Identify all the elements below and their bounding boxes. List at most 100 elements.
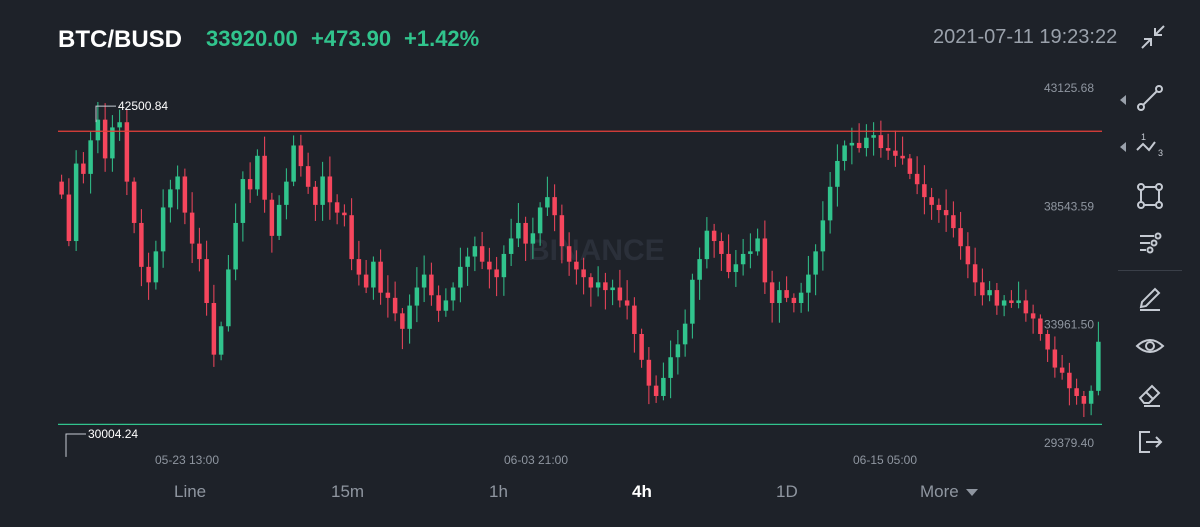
candlestick-chart[interactable]: BINANCE 42500.84 30004.24 43125.68 38543.59 3… [58, 78, 1102, 468]
candle-body [291, 145, 296, 182]
candle-body [552, 197, 557, 216]
candle-body [342, 212, 347, 216]
candle-body [269, 199, 275, 236]
candle-body [980, 282, 985, 296]
candle-body [414, 287, 420, 306]
rectangle-tool-icon [1137, 183, 1163, 209]
exit-fullscreen-button[interactable] [1138, 22, 1168, 52]
candle-body [711, 230, 717, 242]
candle-body [226, 269, 231, 327]
toolbar-divider [1118, 270, 1182, 271]
collapse-icon [1141, 25, 1165, 49]
candle-body [110, 127, 115, 159]
candle-body [95, 119, 101, 141]
fib-wave-tool[interactable]: 1 3 [1134, 130, 1166, 162]
candle-body [421, 274, 427, 288]
eraser-tool[interactable] [1134, 378, 1166, 410]
candle-body [334, 202, 340, 213]
candle-body [1001, 300, 1007, 306]
trend-line-tool[interactable] [1134, 82, 1166, 114]
interval-15m[interactable]: 15m [331, 482, 365, 501]
svg-text:3: 3 [1158, 148, 1163, 158]
fib-wave-caret-icon[interactable] [1120, 142, 1126, 152]
y-tick-label: 29379.40 [1044, 436, 1094, 450]
candle-body [1081, 395, 1087, 404]
svg-text:1: 1 [1141, 132, 1146, 142]
candle-body [929, 197, 934, 205]
y-tick-label: 33961.50 [1044, 318, 1094, 332]
trend-line-caret-icon[interactable] [1120, 95, 1126, 105]
candle-body [675, 344, 681, 358]
candle-body [1096, 341, 1101, 391]
candle-body [559, 215, 565, 247]
candle-body [864, 137, 869, 149]
candle-body [943, 210, 949, 216]
candle-body [313, 186, 318, 205]
candle-body [871, 135, 876, 138]
candle-body [182, 176, 188, 213]
candle-body [160, 207, 166, 252]
candle-body [255, 155, 260, 190]
timestamp: 2021-07-11 19:23:22 [933, 26, 1118, 48]
interval-1h[interactable]: 1h [489, 482, 508, 501]
candle-body [1074, 388, 1079, 396]
candle-body [603, 282, 608, 291]
low-marker-line [65, 433, 86, 457]
candle-body [827, 186, 833, 221]
candle-body [1016, 300, 1021, 304]
candle-body [769, 282, 775, 304]
eye-tool-icon [1135, 339, 1165, 353]
candle-body [530, 233, 536, 244]
eraser-tool-icon [1138, 384, 1161, 407]
candle-body [378, 261, 383, 293]
candle-body [907, 158, 913, 174]
candle-body [153, 251, 159, 283]
candle-body [88, 140, 93, 174]
pencil-tool[interactable] [1134, 282, 1166, 314]
candle-body [632, 305, 637, 335]
exit-tool[interactable] [1134, 426, 1166, 458]
candle-body [494, 269, 499, 278]
candle-body [748, 251, 753, 254]
candle-body [197, 243, 202, 260]
candle-body [1045, 334, 1050, 350]
candle-body [610, 287, 615, 291]
candle-body [936, 204, 942, 211]
candle-body [523, 222, 528, 244]
candle-body [1088, 390, 1094, 404]
candle-body [740, 253, 746, 265]
last-price: 33920.00 [206, 26, 298, 51]
eye-tool[interactable] [1134, 330, 1166, 362]
candle-body [81, 163, 86, 174]
candle-body [276, 204, 282, 236]
rectangle-tool[interactable] [1134, 180, 1166, 212]
candle-body [849, 142, 855, 146]
candle-body [501, 253, 507, 278]
chart-canvas[interactable]: BINANCE 42500.84 30004.24 43125.68 38543.59 3… [58, 78, 1102, 468]
chevron-down-icon [965, 489, 978, 497]
candle-body [240, 179, 246, 223]
pair-symbol[interactable]: BTC/BUSD [58, 26, 182, 53]
interval-more[interactable]: More [920, 482, 978, 502]
candle-body [450, 287, 456, 301]
candle-body [588, 277, 594, 288]
candle-body [1030, 313, 1036, 319]
candle-body [320, 176, 325, 205]
interval-selector: Line 15m 1h 4h 1D More [0, 470, 1100, 510]
interval-line[interactable]: Line [174, 482, 207, 501]
candle-body [189, 212, 195, 244]
candle-body [733, 264, 739, 273]
candle-body [262, 155, 267, 200]
candle-body [646, 359, 652, 386]
candle-body [218, 326, 224, 355]
interval-4h[interactable]: 4h [632, 482, 652, 501]
candle-body [436, 295, 441, 311]
candle-body [885, 148, 891, 151]
candle-body [175, 176, 180, 190]
candle-body [755, 238, 760, 252]
candle-body [653, 385, 659, 396]
interval-more-label: More [920, 482, 959, 501]
indicators-tool[interactable] [1134, 226, 1166, 258]
candle-body [900, 155, 905, 159]
interval-1d[interactable]: 1D [776, 482, 798, 501]
